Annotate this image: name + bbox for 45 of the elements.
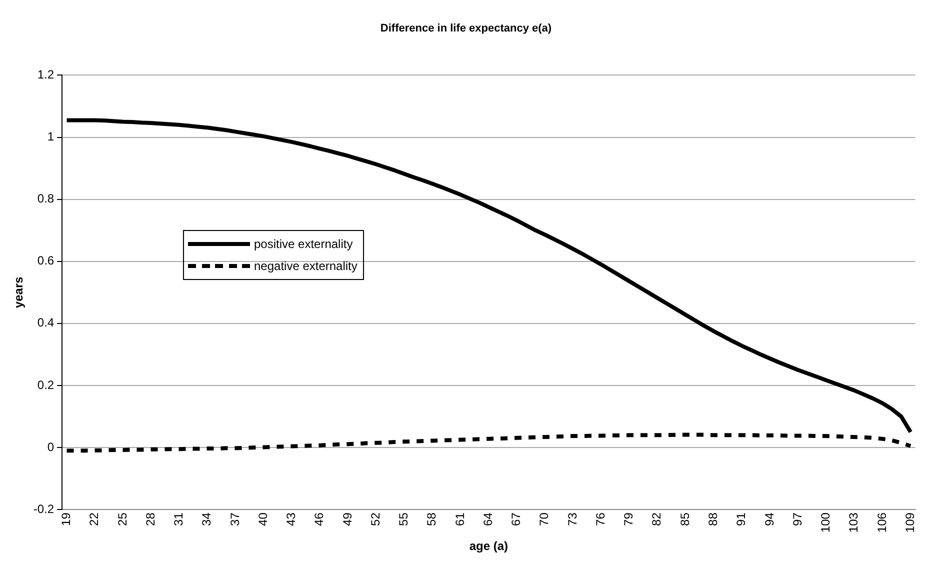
- x-tick-label: 67: [509, 512, 524, 526]
- x-tick-label: 28: [143, 512, 158, 526]
- x-tick-label: 43: [284, 512, 298, 526]
- x-tick-label: 85: [678, 512, 692, 526]
- x-tick-label: 31: [172, 512, 186, 526]
- x-tick-label: 70: [537, 512, 552, 526]
- y-axis-title: years: [12, 276, 26, 308]
- x-tick-label: 55: [396, 512, 411, 526]
- x-tick-label: 88: [706, 512, 720, 526]
- x-tick-label: 100: [818, 512, 833, 533]
- x-tick-label: 103: [846, 512, 861, 533]
- y-tick-label: 1.2: [37, 68, 54, 82]
- x-tick-label: 91: [734, 512, 748, 526]
- x-tick-label: 106: [874, 512, 889, 533]
- x-tick-label: 79: [622, 512, 636, 526]
- x-tick-label: 61: [452, 512, 467, 526]
- x-tick-label: 82: [650, 512, 664, 526]
- x-tick-label: 76: [593, 512, 608, 526]
- x-tick-label: 46: [312, 512, 326, 526]
- chart-title: Difference in life expectancy e(a): [380, 22, 552, 35]
- x-tick-label: 109: [902, 512, 917, 533]
- legend-label: negative externality: [254, 259, 358, 273]
- x-tick-label: 22: [87, 512, 102, 526]
- y-tick-label: 0.4: [37, 316, 54, 330]
- x-tick-label: 25: [115, 512, 130, 526]
- y-tick-label: 0.2: [37, 378, 54, 392]
- x-tick-label: 52: [368, 512, 382, 526]
- x-tick-label: 37: [228, 512, 242, 526]
- x-tick-label: 94: [762, 512, 776, 526]
- y-tick-label: 1: [47, 130, 54, 144]
- y-tick-label: 0: [47, 440, 54, 454]
- x-tick-label: 34: [200, 512, 214, 526]
- x-tick-label: 97: [790, 512, 804, 526]
- x-tick-label: 58: [424, 512, 439, 526]
- line-series: [64, 432, 913, 453]
- x-tick-label: 64: [480, 512, 495, 526]
- x-axis-title: age (a): [469, 539, 508, 554]
- x-tick-label: 40: [256, 512, 270, 526]
- x-tick-label: 49: [340, 512, 354, 526]
- legend-label: positive externality: [254, 237, 353, 251]
- x-tick-label: 19: [59, 512, 74, 526]
- y-tick-label: 0.8: [37, 192, 54, 206]
- y-tick-label: -0.2: [33, 502, 54, 516]
- x-tick-label: 73: [565, 512, 580, 526]
- y-tick-label: 0.6: [37, 254, 54, 268]
